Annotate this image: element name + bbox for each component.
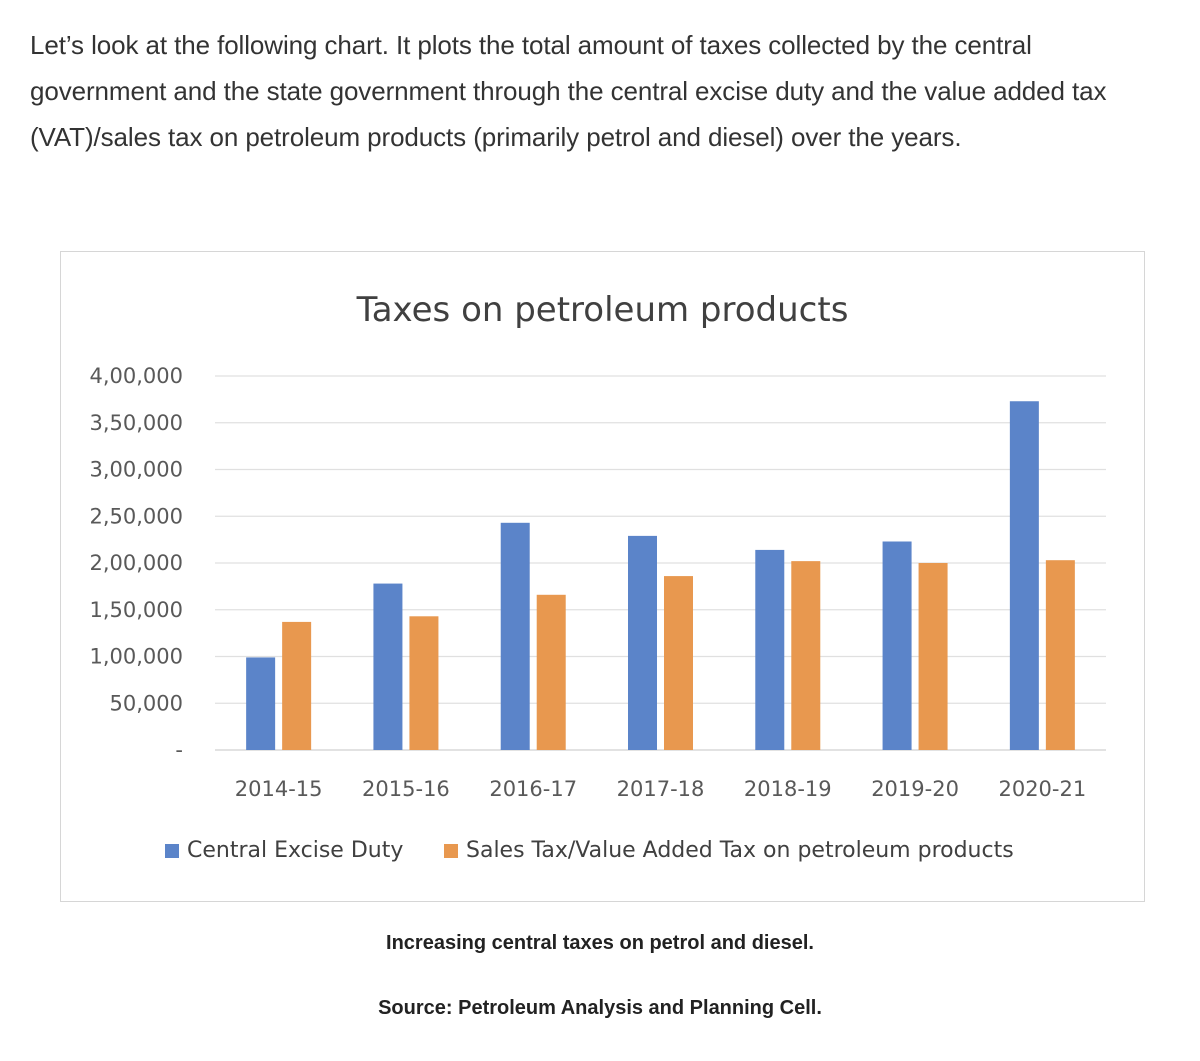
legend-item-central-excise: Central Excise Duty [165, 838, 403, 863]
y-tick-label: 3,00,000 [89, 458, 183, 482]
bar [409, 616, 439, 750]
bar [246, 657, 276, 750]
bar [1009, 401, 1039, 750]
chart-title: Taxes on petroleum products [356, 290, 849, 330]
bar [791, 561, 821, 750]
bar [373, 583, 403, 750]
y-tick-label: - [175, 738, 183, 762]
legend-swatch-central-excise [165, 843, 179, 858]
chart-frame [60, 251, 1145, 902]
y-tick-label: 2,00,000 [89, 551, 183, 575]
x-tick-label: 2014-15 [235, 777, 323, 801]
y-tick-label: 1,00,000 [89, 645, 183, 669]
bar [918, 563, 948, 750]
x-tick-label: 2015-16 [362, 777, 450, 801]
chart-legend: Central Excise Duty Sales Tax/Value Adde… [0, 838, 1200, 870]
x-tick-label: 2019-20 [871, 777, 959, 801]
y-tick-label: 50,000 [110, 691, 183, 715]
x-tick-label: 2020-21 [998, 777, 1086, 801]
y-tick-label: 4,00,000 [89, 364, 183, 388]
bar [500, 522, 530, 750]
figure-caption: Increasing central taxes on petrol and d… [386, 932, 814, 954]
bar [664, 576, 693, 750]
bar [755, 549, 785, 750]
legend-swatch-sales-tax [444, 843, 458, 858]
bar [536, 594, 566, 750]
legend-item-sales-tax: Sales Tax/Value Added Tax on petroleum p… [444, 838, 1014, 863]
bar [1045, 560, 1075, 750]
legend-label-central-excise: Central Excise Duty [187, 838, 404, 863]
y-tick-label: 3,50,000 [89, 411, 183, 435]
bar [282, 621, 312, 750]
y-tick-label: 1,50,000 [89, 598, 183, 622]
x-tick-label: 2016-17 [489, 777, 577, 801]
x-tick-label: 2018-19 [744, 777, 832, 801]
y-tick-label: 2,50,000 [89, 504, 183, 528]
bar [882, 541, 912, 750]
legend-label-sales-tax: Sales Tax/Value Added Tax on petroleum p… [466, 838, 1014, 863]
intro-paragraph: Let’s look at the following chart. It pl… [30, 30, 1107, 152]
x-tick-label: 2017-18 [617, 777, 705, 801]
bar [628, 535, 657, 750]
source-caption: Source: Petroleum Analysis and Planning … [378, 997, 822, 1019]
